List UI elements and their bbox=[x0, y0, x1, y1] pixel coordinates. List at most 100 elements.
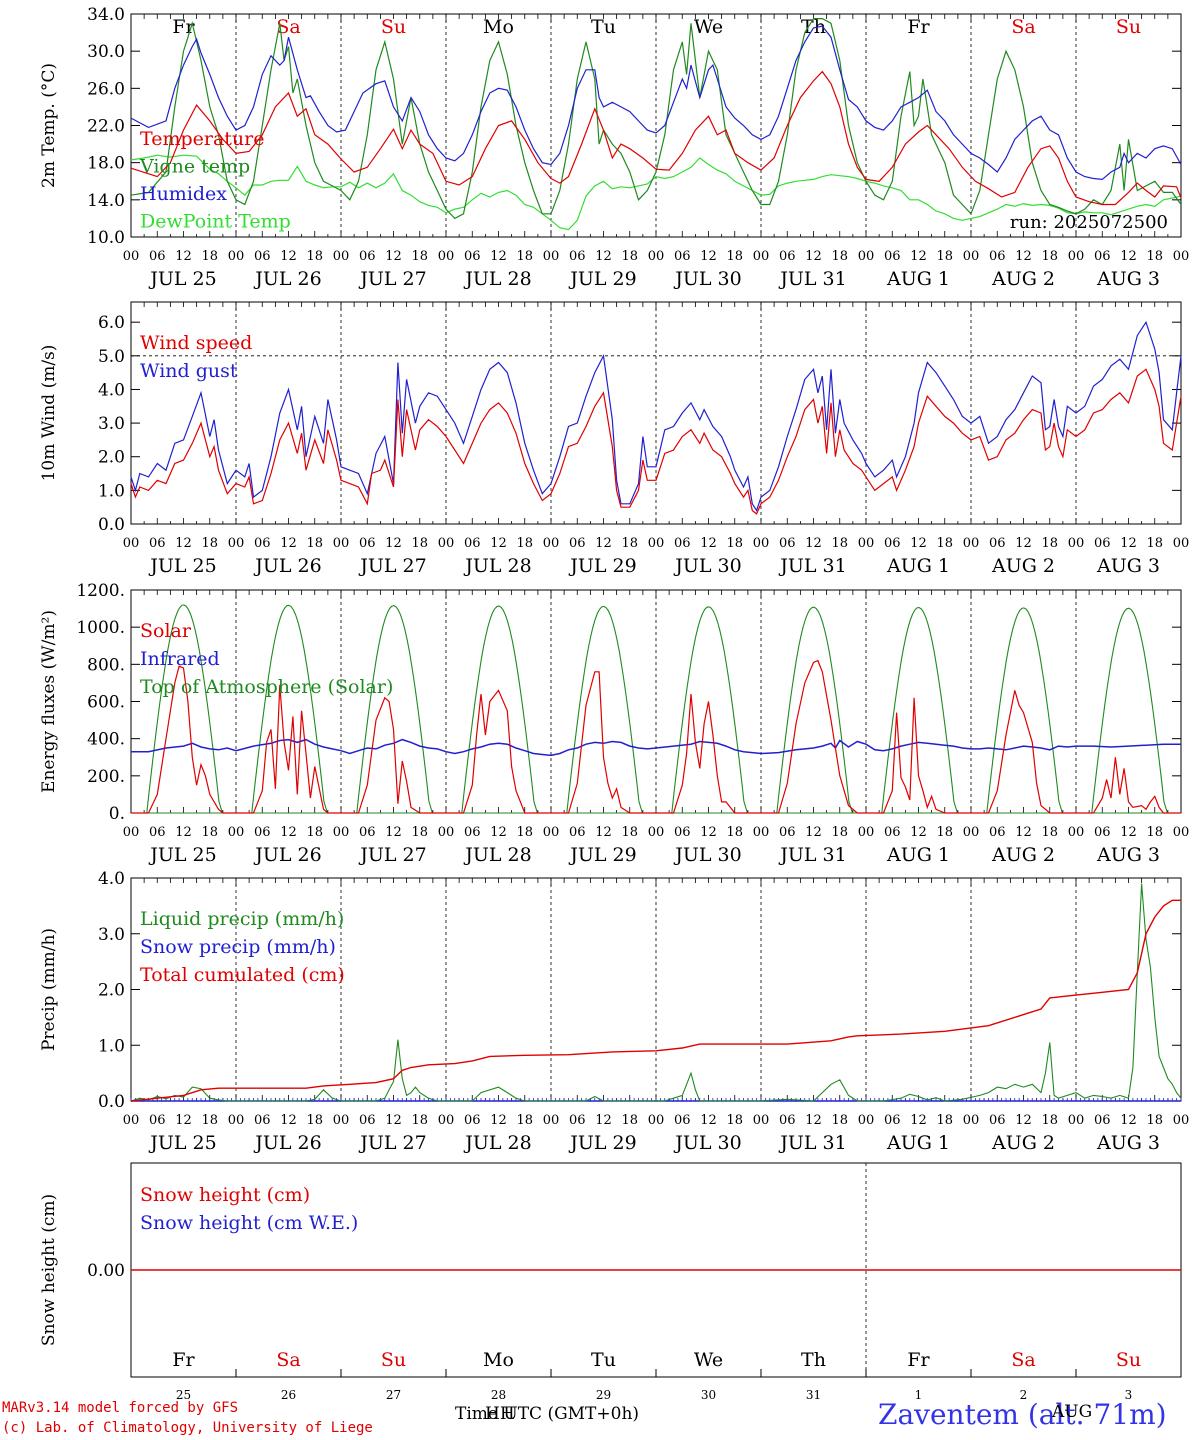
y-tick-label: 26.0 bbox=[87, 79, 125, 99]
hour-label: 06 bbox=[149, 825, 166, 840]
legend-entry: Top of Atmosphere (Solar) bbox=[140, 676, 393, 698]
date-label: JUL 28 bbox=[463, 1132, 531, 1154]
hour-label: 18 bbox=[516, 536, 533, 551]
hour-label: 18 bbox=[936, 1113, 953, 1128]
weekday-label: Fr bbox=[907, 16, 930, 38]
y-tick-label: 2.0 bbox=[98, 981, 125, 1001]
hour-label: 06 bbox=[569, 536, 586, 551]
y-tick-label: 1.0 bbox=[98, 1036, 125, 1056]
hour-label: 00 bbox=[333, 1113, 350, 1128]
y-axis-title: 2m Temp. (°C) bbox=[39, 63, 59, 188]
hour-label: 12 bbox=[1120, 825, 1137, 840]
date-label: AUG 1 bbox=[886, 555, 950, 577]
date-label: JUL 30 bbox=[673, 844, 741, 866]
hour-label: 06 bbox=[359, 1113, 376, 1128]
hour-label: 06 bbox=[989, 825, 1006, 840]
date-label: JUL 30 bbox=[673, 268, 741, 290]
hour-label: 12 bbox=[490, 825, 507, 840]
hour-label: 12 bbox=[910, 1113, 927, 1128]
y-axis-title: Energy fluxes (W/m²) bbox=[39, 610, 59, 793]
hour-label: 18 bbox=[201, 249, 218, 264]
y-tick-label: 10.0 bbox=[87, 228, 125, 248]
legend-entry: DewPoint Temp bbox=[140, 211, 291, 233]
series-line-cumulated bbox=[130, 899, 1181, 1102]
date-label: AUG 2 bbox=[991, 268, 1055, 290]
toa-daily-curve bbox=[144, 604, 223, 814]
y-tick-label: 1.0 bbox=[98, 481, 125, 501]
hour-label: 00 bbox=[543, 1113, 560, 1128]
date-label: AUG 2 bbox=[991, 1132, 1055, 1154]
date-label: JUL 27 bbox=[358, 268, 426, 290]
hour-label: 00 bbox=[1068, 536, 1085, 551]
date-label: JUL 28 bbox=[463, 555, 531, 577]
date-label: JUL 28 bbox=[463, 268, 531, 290]
weekday-label: Tu bbox=[591, 16, 616, 38]
hour-label: 00 bbox=[438, 825, 455, 840]
hour-label: 00 bbox=[648, 825, 665, 840]
lab-credit: (c) Lab. of Climatology, University of L… bbox=[2, 1420, 373, 1436]
station-name-overlap: AUG bbox=[1052, 1402, 1093, 1422]
hour-label: 12 bbox=[805, 249, 822, 264]
legend-entry: Snow height (cm W.E.) bbox=[140, 1212, 358, 1234]
hour-label: 18 bbox=[306, 1113, 323, 1128]
hour-label: 18 bbox=[411, 249, 428, 264]
date-label: AUG 3 bbox=[1096, 1132, 1160, 1154]
hour-label: 06 bbox=[464, 249, 481, 264]
hour-label: 00 bbox=[753, 536, 770, 551]
hour-label: 12 bbox=[700, 1113, 717, 1128]
hour-label: 00 bbox=[648, 249, 665, 264]
hour-label: 18 bbox=[411, 1113, 428, 1128]
hour-label: 06 bbox=[254, 249, 271, 264]
y-tick-label: 800. bbox=[87, 655, 125, 675]
y-tick-label: 3.0 bbox=[98, 414, 125, 434]
date-label: AUG 2 bbox=[991, 844, 1055, 866]
hour-label: 18 bbox=[726, 1113, 743, 1128]
date-label: AUG 1 bbox=[886, 844, 950, 866]
series-line-infrared bbox=[131, 738, 1181, 757]
hour-label: 00 bbox=[333, 249, 350, 264]
panel-frame bbox=[130, 589, 1182, 814]
weekday-label: Mo bbox=[483, 16, 514, 38]
hour-label: 18 bbox=[726, 825, 743, 840]
date-label: JUL 26 bbox=[253, 268, 321, 290]
hour-label: 00 bbox=[963, 536, 980, 551]
hour-label: 12 bbox=[1015, 536, 1032, 551]
hour-label: 12 bbox=[490, 536, 507, 551]
hour-label: 18 bbox=[621, 536, 638, 551]
y-tick-label: 0.0 bbox=[98, 515, 125, 535]
day-number-label: 27 bbox=[386, 1388, 401, 1402]
y-tick-label: 400. bbox=[87, 730, 125, 750]
legend-entry: Snow precip (mm/h) bbox=[140, 936, 336, 958]
y-tick-label: 22.0 bbox=[87, 117, 125, 137]
hour-label: 18 bbox=[726, 249, 743, 264]
hour-label: 00 bbox=[123, 1113, 140, 1128]
toa-daily-curve bbox=[564, 605, 643, 814]
date-label: JUL 30 bbox=[673, 555, 741, 577]
hour-label: 06 bbox=[569, 249, 586, 264]
y-tick-label: 0.00 bbox=[87, 1261, 125, 1281]
weekday-label: Sa bbox=[1011, 1349, 1035, 1371]
toa-daily-curve bbox=[669, 606, 748, 814]
legend-entry: Solar bbox=[140, 620, 192, 642]
weekday-label: Su bbox=[381, 16, 406, 38]
hour-label: 12 bbox=[1120, 249, 1137, 264]
hour-label: 00 bbox=[858, 249, 875, 264]
hour-label: 06 bbox=[674, 825, 691, 840]
y-tick-label: 6.0 bbox=[98, 313, 125, 333]
y-axis-title: Snow height (cm) bbox=[39, 1194, 59, 1346]
hour-label: 12 bbox=[700, 249, 717, 264]
hour-label: 12 bbox=[1015, 825, 1032, 840]
y-axis-title: Precip (mm/h) bbox=[39, 928, 59, 1051]
hour-label: 06 bbox=[254, 536, 271, 551]
hour-label: 12 bbox=[910, 825, 927, 840]
hour-label: 12 bbox=[175, 249, 192, 264]
weekday-label: We bbox=[694, 16, 723, 38]
hour-label: 06 bbox=[989, 1113, 1006, 1128]
hour-label: 06 bbox=[464, 1113, 481, 1128]
y-tick-label: 0.0 bbox=[98, 1092, 125, 1112]
hour-label: 00 bbox=[858, 825, 875, 840]
series-line-1 bbox=[130, 320, 1182, 512]
hour-label: 18 bbox=[621, 825, 638, 840]
hour-label: 06 bbox=[779, 249, 796, 264]
toa-daily-curve bbox=[249, 604, 328, 814]
